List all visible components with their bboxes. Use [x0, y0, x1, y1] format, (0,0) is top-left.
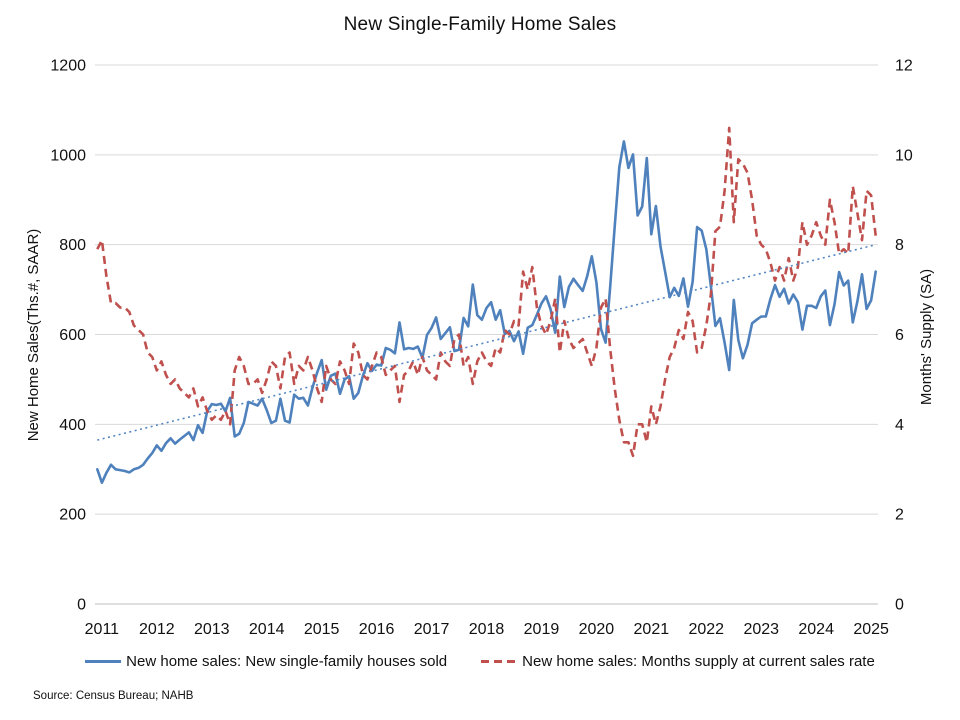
supply-line-swatch-icon: [481, 660, 518, 663]
right-axis-tick-label: 2: [895, 507, 904, 524]
sales-line-swatch-icon: [85, 660, 122, 663]
supply-series-line: [96, 126, 877, 458]
x-axis-tick-label: 2019: [524, 621, 560, 638]
x-axis-tick-label: 2025: [853, 621, 889, 638]
left-axis-tick-label: 1200: [50, 58, 86, 75]
x-axis-tick-label: 2020: [579, 621, 615, 638]
x-axis-tick-label: 2012: [139, 621, 175, 638]
sales-series-line: [96, 140, 878, 485]
right-axis-tick-label: 12: [895, 58, 913, 75]
legend-item-sales: New home sales: New single-family houses…: [85, 653, 447, 670]
trend-line: [97, 243, 876, 441]
x-axis-tick-label: 2017: [414, 621, 450, 638]
right-axis-tick-label: 8: [895, 237, 904, 254]
left-axis-tick-label: 0: [77, 597, 86, 614]
x-axis-tick-label: 2024: [798, 621, 834, 638]
x-axis-tick-label: 2018: [469, 621, 505, 638]
legend-label-supply: New home sales: Months supply at current…: [522, 653, 875, 670]
x-axis-tick-label: 2011: [85, 621, 120, 638]
chart-canvas: 0 0 200 2 400 4 600 6 800 8 1000 10 1200 12 2011 2012 20…: [50, 58, 913, 639]
right-axis-tick-label: 0: [895, 597, 904, 614]
right-axis-tick-label: 10: [895, 147, 913, 164]
left-axis-tick-label: 600: [59, 327, 86, 344]
right-axis-tick-label: 6: [895, 327, 904, 344]
x-axis-tick-label: 2023: [743, 621, 779, 638]
x-axis-tick-label: 2016: [359, 621, 395, 638]
left-axis-tick-label: 1000: [50, 147, 86, 164]
left-axis-tick-label: 400: [59, 417, 86, 434]
right-axis-tick-label: 4: [895, 417, 904, 434]
x-axis-tick-label: 2015: [304, 621, 340, 638]
x-axis-tick-label: 2014: [249, 621, 285, 638]
left-axis-tick-label: 200: [59, 507, 86, 524]
x-axis-tick-label: 2022: [688, 621, 724, 638]
x-axis-tick-label: 2021: [634, 621, 670, 638]
legend-label-sales: New home sales: New single-family houses…: [126, 653, 448, 670]
chart-legend: New home sales: New single-family houses…: [0, 653, 960, 670]
source-note: Source: Census Bureau; NAHB: [33, 690, 194, 702]
x-axis-tick-label: 2013: [194, 621, 230, 638]
left-axis-tick-label: 800: [59, 237, 86, 254]
legend-item-supply: New home sales: Months supply at current…: [481, 653, 875, 670]
chart-title: New Single-Family Home Sales: [343, 14, 617, 35]
